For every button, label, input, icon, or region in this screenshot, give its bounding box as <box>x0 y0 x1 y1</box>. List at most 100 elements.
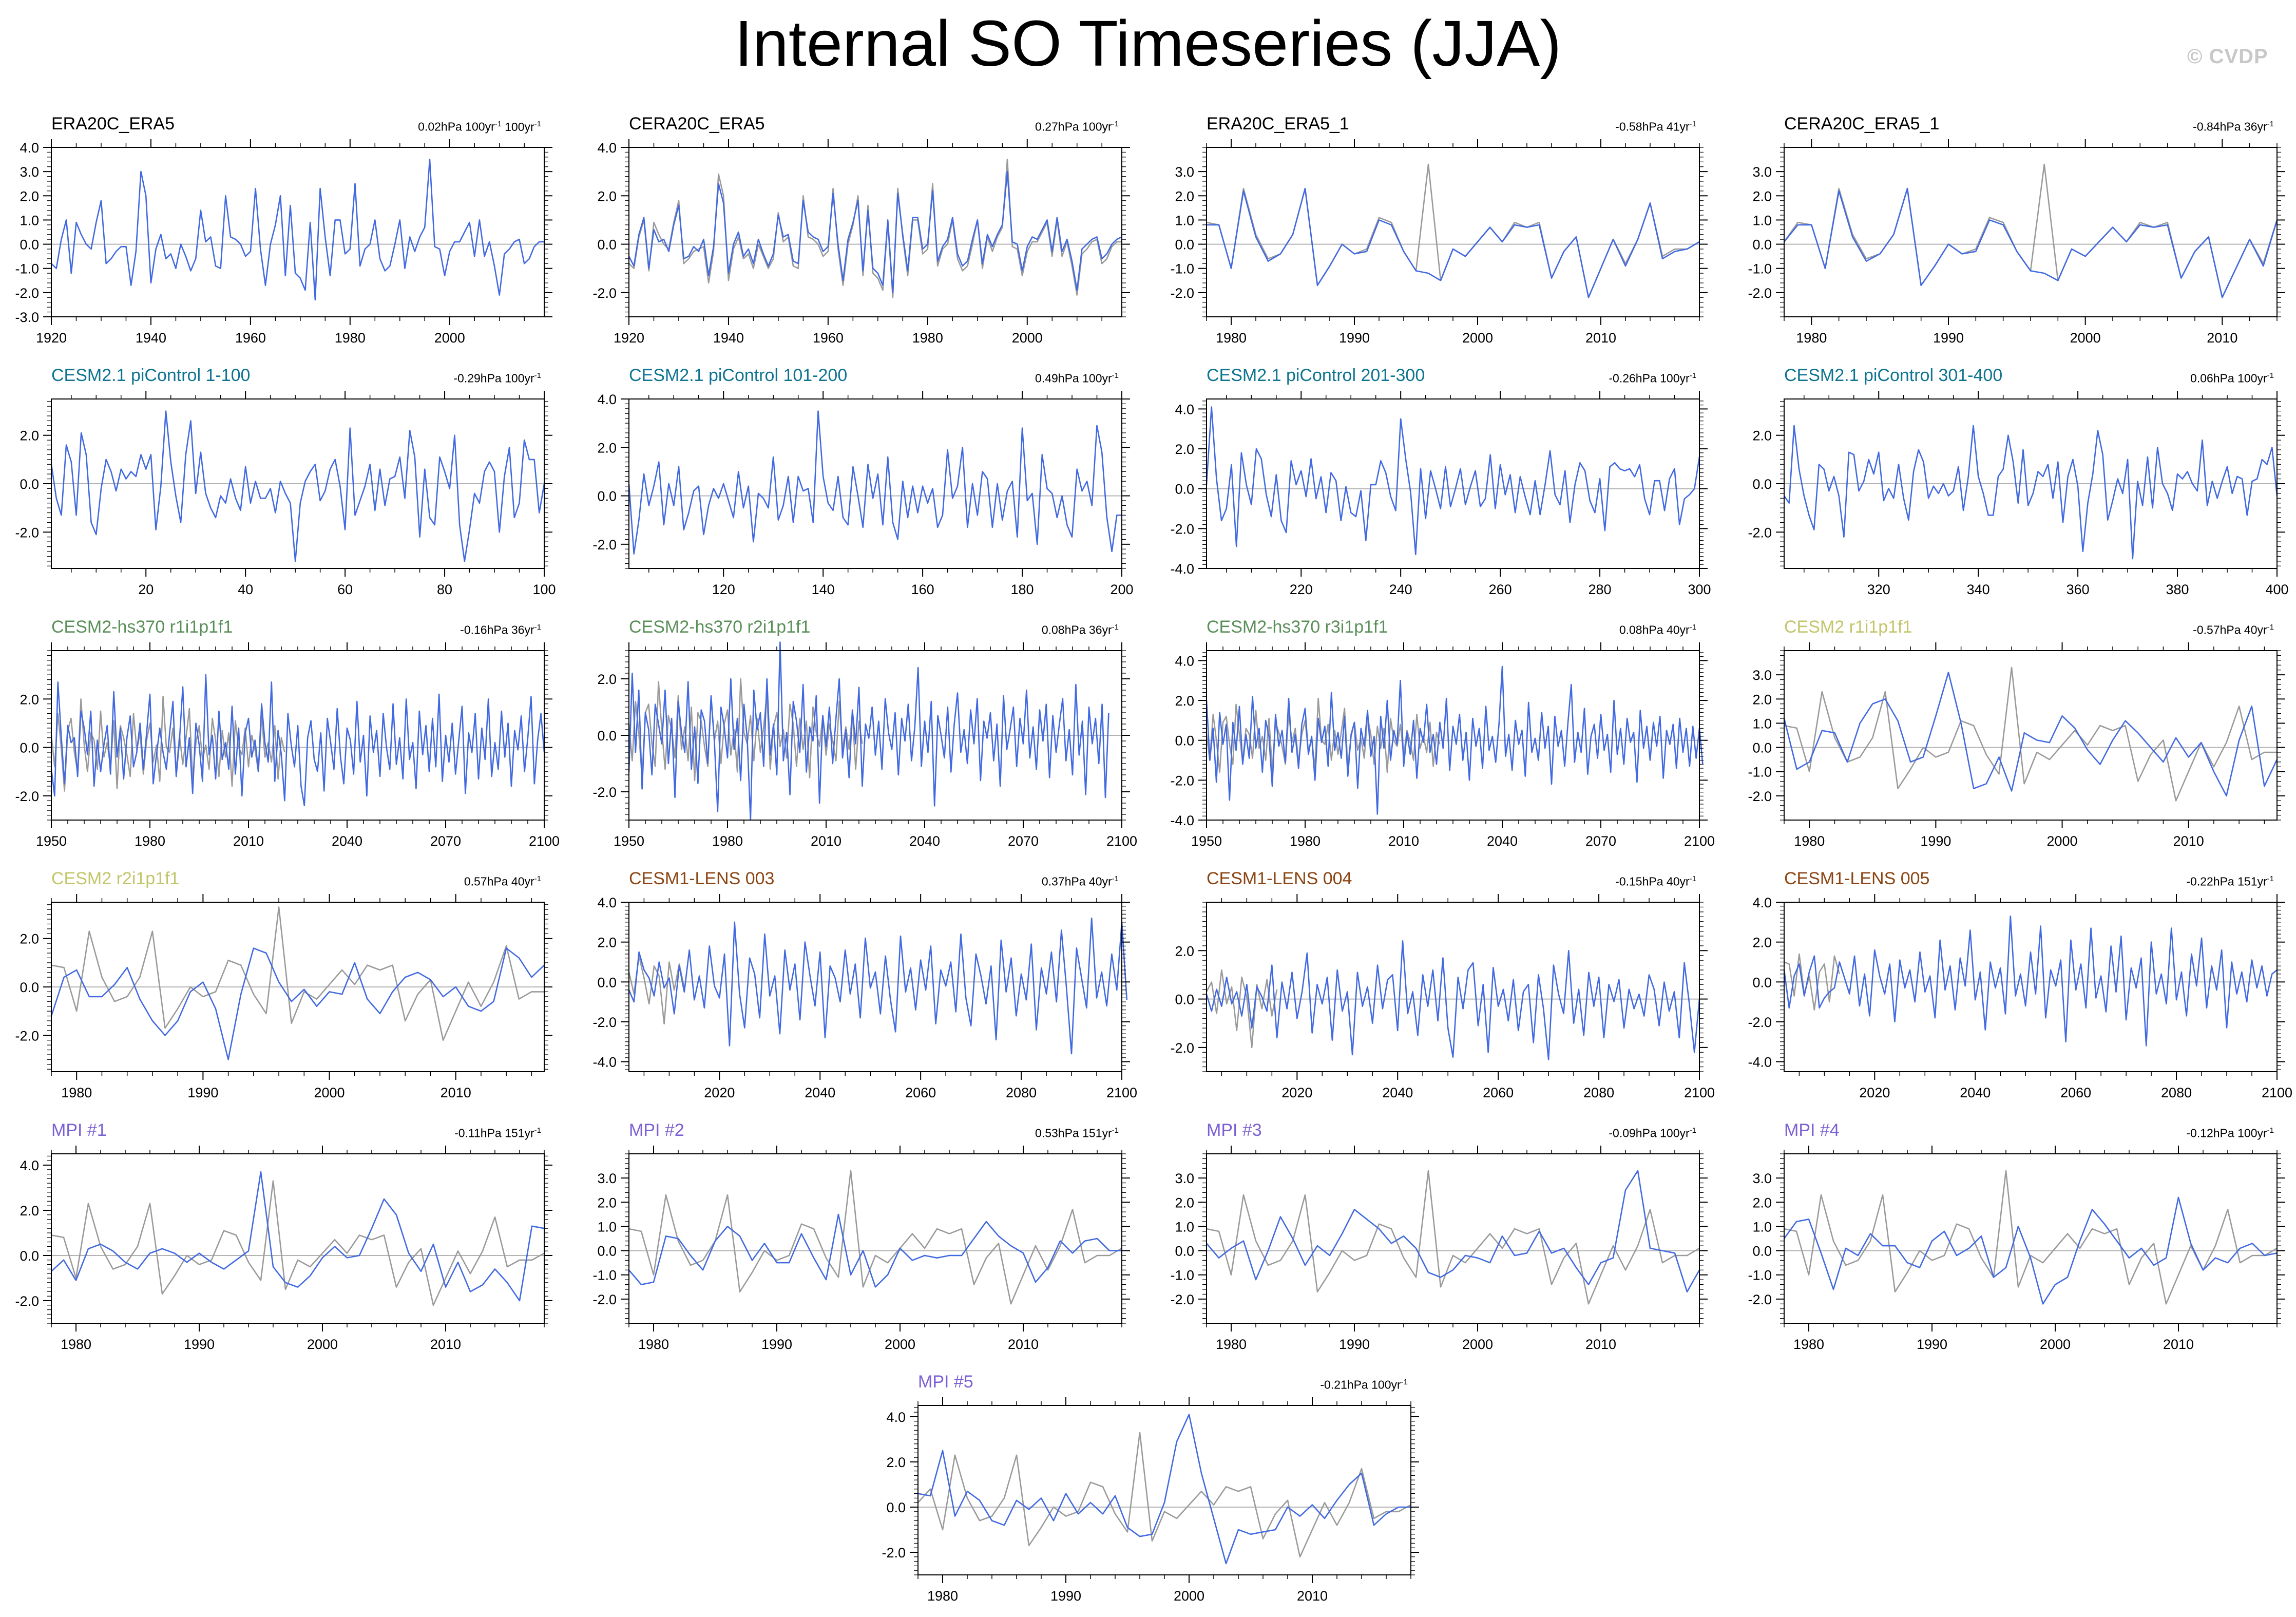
timeseries-chart: 2020 2040 2060 2080 2100 -4.0 -2.0 0.0 2.0 4.0 <box>592 894 1137 1100</box>
y-tick-label: -2.0 <box>1748 1015 1772 1030</box>
model-series-line <box>628 917 1128 1055</box>
plot-frame <box>1784 650 2278 821</box>
y-tick-label: 4.0 <box>886 1410 906 1425</box>
plot-frame <box>1206 147 1700 317</box>
model-series-line <box>628 641 1109 821</box>
x-tick-label: 2010 <box>1585 330 1616 346</box>
chart-panel: CESM1-LENS 005 -0.22hPa 151yr-1 2020 2040 20… <box>1733 860 2296 1101</box>
x-tick-label: 2000 <box>885 1337 915 1352</box>
timeseries-chart: 1980 1990 2000 2010 -2.0 0.0 2.0 4.0 <box>15 1146 552 1352</box>
model-series-line <box>1206 406 1700 556</box>
panel-title: MPI #1 <box>51 1120 107 1140</box>
x-tick-label: 1950 <box>36 833 67 849</box>
y-tick-label: 0.0 <box>20 1248 39 1264</box>
plot-frame <box>628 398 1122 569</box>
trend-label: -0.09hPa 100yr-1 <box>1609 1126 1696 1140</box>
chart-panel: CESM2-hs370 r3i1p1f1 0.08hPa 40yr-1 1950 19… <box>1155 608 1733 850</box>
reference-series-line <box>1784 1170 2278 1305</box>
trend-label: -0.58hPa 41yr-1 <box>1615 120 1696 134</box>
trend-label: -0.22hPa 151yr-1 <box>2186 874 2274 888</box>
panel-title: CESM1-LENS 004 <box>1207 869 1352 888</box>
panel-title: CESM2 r1i1p1f1 <box>1784 617 1912 637</box>
x-tick-label: 1940 <box>136 330 166 346</box>
y-tick-label: -2.0 <box>1748 286 1772 301</box>
panel-title: CESM2.1 piControl 101-200 <box>629 366 848 385</box>
panel-title: ERA20C_ERA5 <box>51 114 175 134</box>
x-tick-label: 1980 <box>61 1085 92 1100</box>
plot-frame <box>917 1405 1411 1575</box>
y-tick-label: -2.0 <box>1748 525 1772 540</box>
y-tick-label: -2.0 <box>592 537 617 553</box>
x-tick-label: 1980 <box>712 833 743 849</box>
reference-series-line <box>628 159 1122 298</box>
x-tick-label: 1980 <box>638 1337 669 1352</box>
x-tick-label: 2000 <box>1462 1337 1493 1352</box>
x-tick-label: 2080 <box>1583 1085 1614 1100</box>
x-tick-label: 2000 <box>1462 330 1493 346</box>
y-tick-label: 0.0 <box>597 489 617 504</box>
x-tick-label: 2060 <box>2060 1085 2091 1100</box>
timeseries-chart: 1920 1940 1960 1980 2000 -3.0 -2.0 -1.0 0.0 1.0 2.… <box>15 139 552 346</box>
x-tick-label: 1940 <box>713 330 744 346</box>
y-tick-label: 2.0 <box>597 672 617 687</box>
reference-series-line <box>1783 163 2278 298</box>
x-tick-label: 1990 <box>1339 330 1370 346</box>
x-tick-label: 2100 <box>529 833 560 849</box>
timeseries-chart: 2020 2040 2060 2080 2100 -4.0 -2.0 0.0 2.0 4.0 <box>1748 894 2292 1100</box>
chart-panel: CERA20C_ERA5 0.27hPa 100yr-1 1920 1940 1960 1… <box>578 105 1155 347</box>
y-tick-label: 0.0 <box>1752 740 1772 756</box>
x-tick-label: 2100 <box>1684 1085 1715 1100</box>
x-tick-label: 2010 <box>233 833 264 849</box>
panel-title: MPI #3 <box>1207 1120 1262 1140</box>
x-tick-label: 1990 <box>1917 1337 1947 1352</box>
y-tick-label: -2.0 <box>1748 1292 1772 1307</box>
panel-title: CERA20C_ERA5_1 <box>1784 114 1940 134</box>
panel-title: CESM2.1 piControl 201-300 <box>1207 366 1425 385</box>
x-tick-label: 2020 <box>704 1085 735 1100</box>
model-series-line <box>628 1213 1122 1288</box>
x-tick-label: 2000 <box>1174 1588 1204 1604</box>
model-series-line <box>50 674 545 807</box>
model-series-line <box>50 410 545 562</box>
panel-title: CESM2 r2i1p1f1 <box>51 869 180 888</box>
y-tick-label: -2.0 <box>15 525 39 540</box>
x-tick-label: 2100 <box>1684 833 1715 849</box>
x-tick-label: 220 <box>1290 582 1313 597</box>
x-tick-label: 2010 <box>441 1085 471 1100</box>
y-tick-label: -3.0 <box>15 310 39 325</box>
panel-title: MPI #5 <box>918 1372 973 1392</box>
y-tick-label: -2.0 <box>15 1028 39 1043</box>
timeseries-chart: 1980 1990 2000 2010 -2.0 0.0 2.0 4.0 <box>882 1397 1419 1604</box>
reference-series-line <box>1784 667 2277 802</box>
y-tick-label: 0.0 <box>1752 1244 1772 1259</box>
model-series-line <box>1206 940 1700 1060</box>
x-tick-label: 1980 <box>335 330 366 346</box>
model-series-line <box>51 159 544 301</box>
x-tick-label: 2070 <box>1585 833 1616 849</box>
timeseries-chart: 2020 2040 2060 2080 2100 -2.0 0.0 2.0 <box>1170 894 1715 1100</box>
x-tick-label: 360 <box>2067 582 2090 597</box>
y-tick-label: -4.0 <box>592 1055 617 1070</box>
y-tick-label: -1.0 <box>1748 1268 1772 1283</box>
y-tick-label: -4.0 <box>1170 561 1194 577</box>
model-series-line <box>1783 187 2278 298</box>
x-tick-label: 2080 <box>2161 1085 2192 1100</box>
y-tick-label: -2.0 <box>15 1293 39 1309</box>
y-tick-label: 1.0 <box>1752 1219 1772 1234</box>
y-tick-label: 0.0 <box>20 980 39 995</box>
y-tick-label: 0.0 <box>1175 992 1194 1007</box>
reference-series-line <box>51 1180 545 1306</box>
y-tick-label: 1.0 <box>1752 213 1772 228</box>
plot-frame <box>628 147 1122 317</box>
y-tick-label: -1.0 <box>1748 765 1772 780</box>
y-tick-label: 0.0 <box>597 237 617 253</box>
trend-label: 0.49hPa 100yr-1 <box>1035 371 1119 385</box>
y-tick-label: 4.0 <box>597 140 617 156</box>
chart-panel: MPI #5 -0.21hPa 100yr-1 1980 1990 2000 2010 -2… <box>867 1363 1444 1605</box>
x-tick-label: 2010 <box>1297 1588 1328 1604</box>
x-tick-label: 2010 <box>1388 833 1419 849</box>
x-tick-label: 2070 <box>430 833 461 849</box>
x-tick-label: 2040 <box>909 833 940 849</box>
trend-label: 0.53hPa 151yr-1 <box>1035 1126 1119 1140</box>
chart-panel: CESM2.1 piControl 101-200 0.49hPa 100yr-1… <box>578 357 1155 598</box>
